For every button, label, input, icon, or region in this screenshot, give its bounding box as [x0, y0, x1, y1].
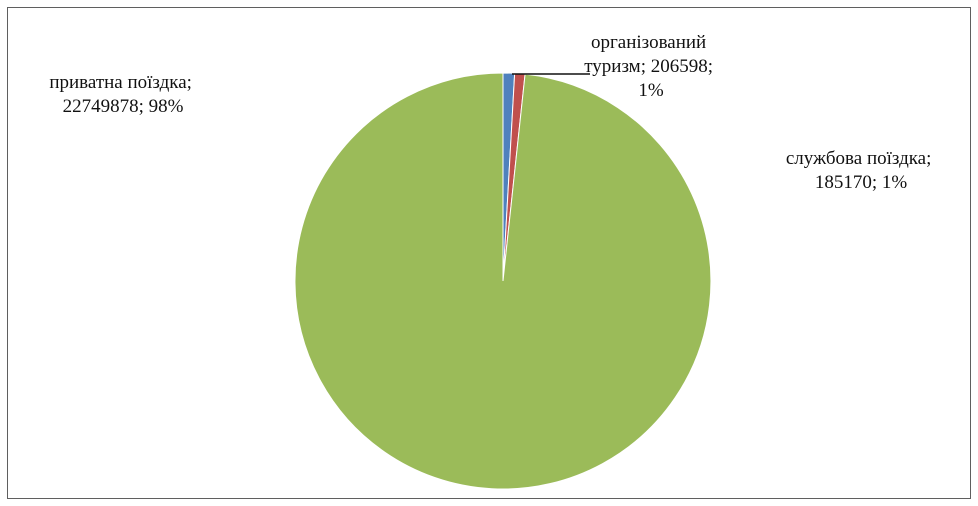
slice-label-line: службова поїздка;: [786, 148, 932, 169]
pie-slice-2: [294, 72, 712, 490]
pie-slices: [294, 72, 712, 490]
slice-label-line: організований: [591, 32, 706, 53]
slice-label-private-trip: приватна поїздка; 22749878; 98%: [49, 72, 196, 117]
slice-label-line: 1%: [638, 80, 664, 101]
slice-label-line: туризм; 206598;: [584, 56, 713, 77]
slice-label-line: 185170; 1%: [815, 172, 908, 193]
slice-label-business-trip: службова поїздка; 185170; 1%: [786, 148, 936, 193]
slice-label-line: приватна поїздка;: [49, 72, 192, 93]
slice-label-line: 22749878; 98%: [63, 96, 184, 117]
slice-label-organized-tourism: організований туризм; 206598; 1%: [584, 32, 718, 101]
